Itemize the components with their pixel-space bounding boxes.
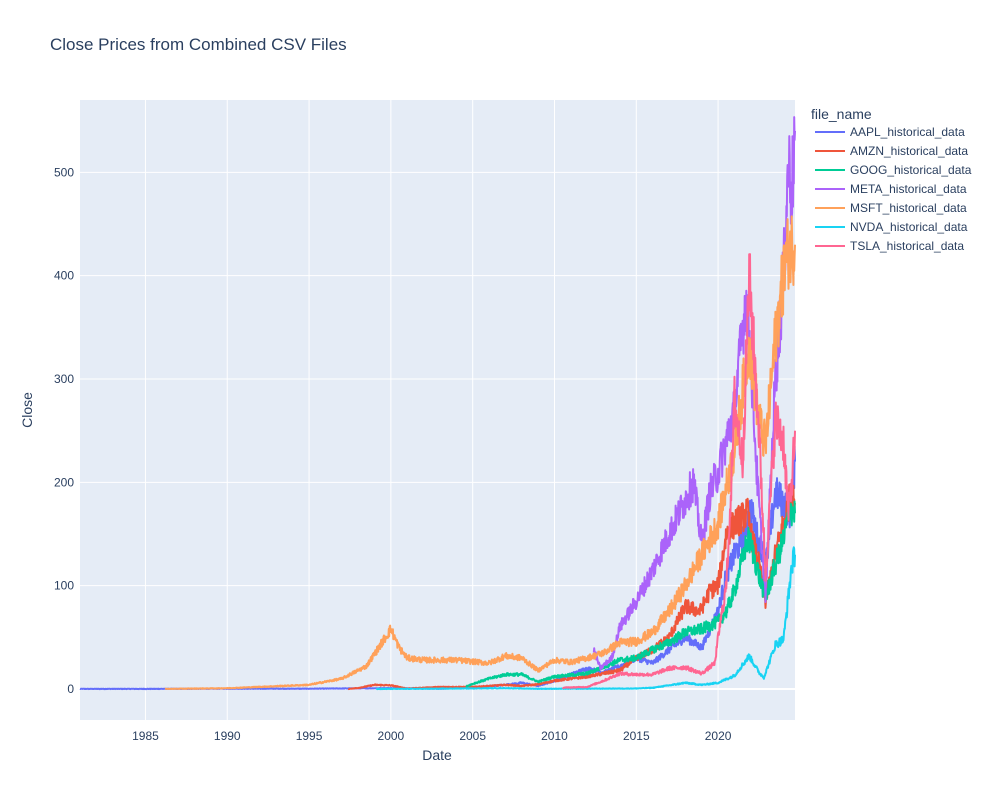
series-line-msft [164, 215, 796, 690]
legend-title: file_name [811, 106, 872, 122]
series-line-tsla [561, 253, 796, 689]
series-line-nvda [375, 546, 796, 691]
legend: file_name AAPL_historical_data AMZN_histo… [811, 106, 972, 253]
legend-item-label[interactable]: META_historical_data [850, 182, 967, 196]
x-tick-label: 2000 [378, 729, 405, 743]
legend-item-label[interactable]: AMZN_historical_data [850, 144, 968, 158]
legend-item-label[interactable]: GOOG_historical_data [850, 163, 972, 177]
legend-item-label[interactable]: TSLA_historical_data [850, 239, 964, 253]
x-tick-label: 2010 [541, 729, 568, 743]
y-tick-label: 0 [67, 682, 74, 696]
y-tick-label: 100 [54, 579, 74, 593]
x-tick-label: 2020 [705, 729, 732, 743]
series-line-amzn [347, 483, 796, 691]
axis-ticks: 1985 1990 1995 2000 2005 2010 2015 2020 0 100 200 3… [54, 165, 732, 743]
y-axis-label: Close [19, 392, 35, 428]
legend-item-label[interactable]: NVDA_historical_data [850, 220, 968, 234]
series-line-meta [592, 116, 796, 671]
y-tick-label: 400 [54, 269, 74, 283]
legend-item-label[interactable]: MSFT_historical_data [850, 201, 967, 215]
y-tick-label: 200 [54, 475, 74, 489]
y-tick-label: 500 [54, 165, 74, 179]
legend-item-label[interactable]: AAPL_historical_data [850, 125, 965, 139]
x-axis-label: Date [422, 747, 452, 763]
x-tick-label: 1990 [214, 729, 241, 743]
y-tick-label: 300 [54, 372, 74, 386]
x-tick-label: 1985 [132, 729, 159, 743]
chart-title: Close Prices from Combined CSV Files [50, 35, 347, 54]
x-tick-label: 2015 [623, 729, 650, 743]
series-lines [79, 116, 796, 691]
x-tick-label: 1995 [296, 729, 323, 743]
series-line-goog [465, 500, 796, 688]
x-tick-label: 2005 [459, 729, 486, 743]
